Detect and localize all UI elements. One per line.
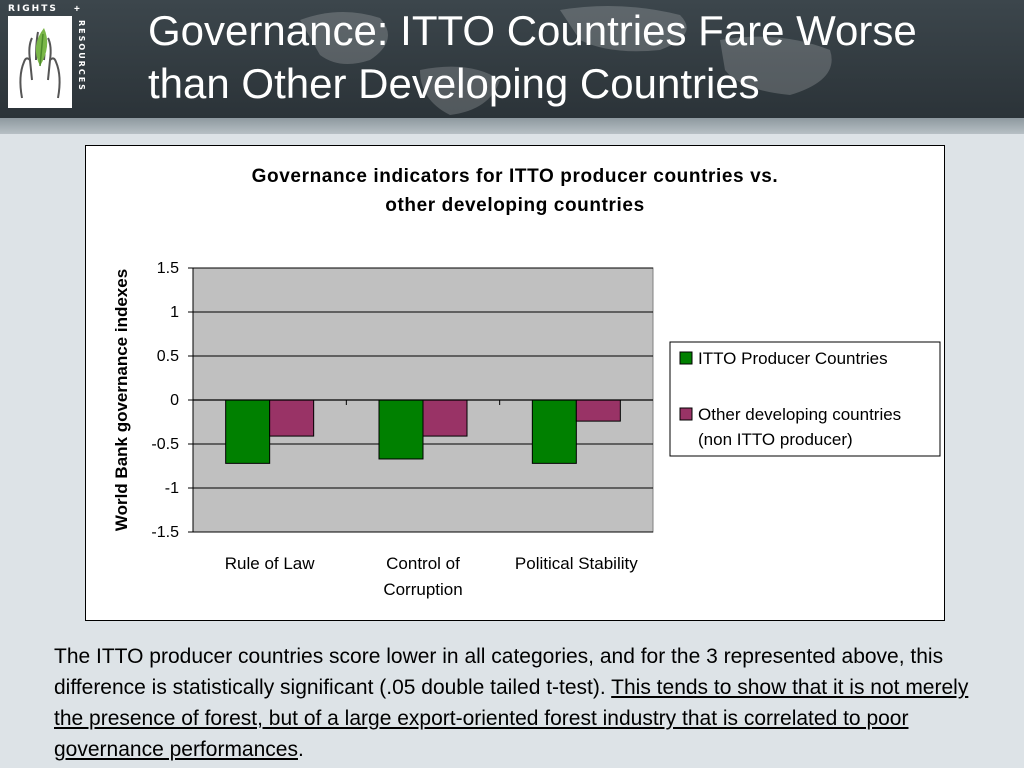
x-category-label: Political Stability xyxy=(515,554,638,573)
logo-text-resources: RESOURCES xyxy=(77,20,86,92)
logo xyxy=(8,16,72,108)
caption-end-text: . xyxy=(297,738,304,761)
y-tick-label: -0.5 xyxy=(151,436,179,453)
x-category-label: Corruption xyxy=(383,580,462,599)
chart-frame: Governance indicators for ITTO producer … xyxy=(85,145,945,621)
x-category-label: Control of xyxy=(386,554,460,573)
x-category-label: Rule of Law xyxy=(225,554,315,573)
bar-other-1 xyxy=(422,399,468,437)
caption: The ITTO producer countries score lower … xyxy=(54,641,994,765)
logo-text-plus: + xyxy=(74,4,80,15)
hands-leaf-logo-icon xyxy=(19,28,61,99)
legend-label-itto: ITTO Producer Countries xyxy=(698,349,888,368)
y-tick-label: 0 xyxy=(170,392,179,409)
chart-title-line: other developing countries xyxy=(385,195,644,216)
y-tick-label: 1 xyxy=(170,304,179,321)
bar-itto-1 xyxy=(378,399,424,460)
legend-swatch-itto xyxy=(679,351,693,365)
y-axis-title: World Bank governance indexes xyxy=(112,269,131,531)
legend-swatch-other xyxy=(679,407,693,421)
legend-label-other: Other developing countries xyxy=(698,405,901,424)
bar-other-2 xyxy=(575,399,621,422)
header-divider xyxy=(0,118,1024,134)
bar-other-0 xyxy=(269,399,315,437)
y-tick-label: -1.5 xyxy=(151,524,179,541)
legend-label-other: (non ITTO producer) xyxy=(698,430,853,449)
caption-emphasis-text: This tends to show that it is not merely… xyxy=(54,676,969,761)
bar-chart: Governance indicators for ITTO producer … xyxy=(112,166,941,599)
bar-itto-0 xyxy=(225,399,271,464)
world-map-watermark xyxy=(300,6,832,115)
caption-plain-text: The ITTO producer countries score lower … xyxy=(54,645,944,699)
legend-box xyxy=(669,341,941,457)
chart-title-line: Governance indicators for ITTO producer … xyxy=(252,166,779,187)
slide-header: RIGHTS + RESOURCES Governance: ITTO Coun… xyxy=(0,0,1024,118)
logo-text-rights: RIGHTS xyxy=(8,4,58,14)
y-tick-label: 0.5 xyxy=(157,348,179,365)
slide-title: Governance: ITTO Countries Fare Worse th… xyxy=(148,7,917,107)
bar-itto-2 xyxy=(531,399,577,464)
y-tick-label: 1.5 xyxy=(157,260,179,277)
y-tick-label: -1 xyxy=(165,480,179,497)
